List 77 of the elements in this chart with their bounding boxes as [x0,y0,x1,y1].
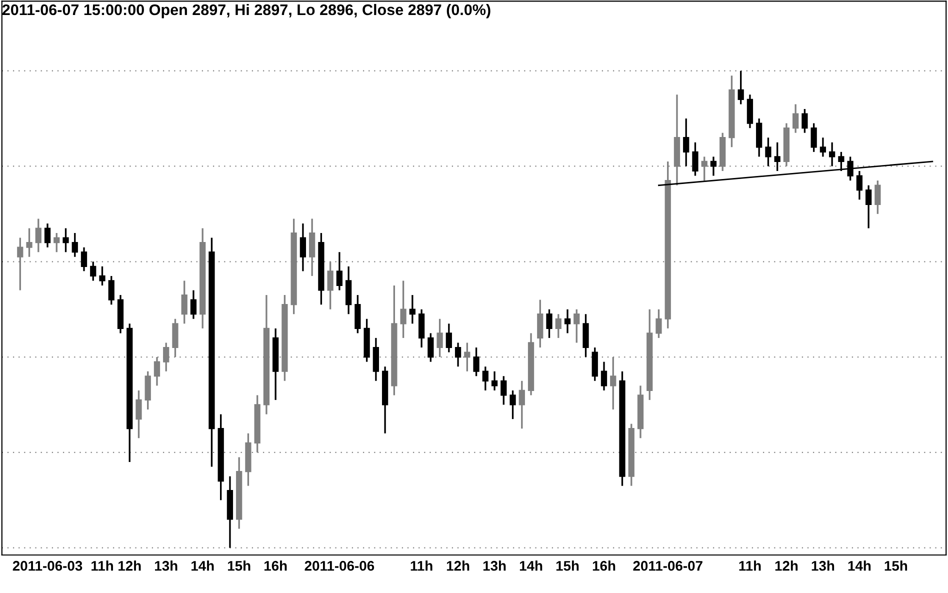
candlestick [856,170,862,200]
candlestick [683,118,690,168]
candlestick [35,218,42,253]
candlestick [473,346,480,377]
candlestick [136,390,142,439]
candlestick [500,375,507,406]
x-tick-label: 14h [848,560,871,571]
candlestick [829,142,836,168]
candlestick [600,360,608,392]
x-tick-label: 16h [592,560,616,571]
candlestick [336,251,343,292]
candlestick [80,246,88,272]
candlestick [802,108,808,134]
candlestick [54,232,60,253]
candlestick [774,142,780,172]
candlestick [765,136,772,168]
x-tick-label: 11h [92,560,113,571]
x-tick-label: 13h [812,560,834,571]
x-tick-label: 12h [446,560,470,571]
candlestick [409,294,416,324]
candlestick [300,222,306,272]
candlestick [792,103,799,134]
x-tick-label: 2011-06-07 [633,560,702,571]
x-tick-label: 13h [483,560,506,571]
candlestick [90,260,96,282]
candlestick [820,136,826,158]
candlestick [482,366,488,392]
x-tick-label: 12h [118,560,141,571]
candlestick [144,370,151,410]
candlestick [582,313,589,358]
candlestick [446,322,452,354]
candlestick [746,94,754,129]
candlestick [372,337,379,382]
candlestick [354,294,361,334]
x-tick-label: 2011-06-03 [12,560,82,571]
candlestick [491,370,498,392]
candlestick [26,227,32,258]
candlestick [564,308,571,334]
candlestick [428,332,434,363]
candlestick [346,266,352,315]
candlestick [537,298,544,348]
x-tick-label: 11h [410,560,432,571]
x-tick-label: 14h [192,560,214,571]
x-tick-label: 12h [775,560,798,571]
candlestick [874,180,881,215]
candlestick [656,308,662,339]
candlestick [518,380,525,430]
candlestick [44,222,51,248]
candlestick [574,308,580,344]
x-tick-label: 15h [556,560,579,571]
x-tick-label: 15h [228,560,250,571]
candlestick [756,118,762,158]
candlestick [555,313,562,339]
x-tick-label: 13h [155,560,178,571]
candlestick [865,184,872,230]
candlestick [108,275,114,306]
x-tick-label: 14h [520,560,542,571]
candlestick [592,346,598,382]
candlestick [62,227,69,253]
candlestick [454,342,462,368]
candlestick [810,122,817,153]
candlestick [710,156,717,177]
x-tick-label: 2011-06-06 [304,560,374,571]
x-tick-label: 16h [264,560,287,571]
x-tick-label: 15h [884,560,908,571]
candlestick [181,280,188,324]
candlestick [72,232,78,258]
candlestick [190,289,197,320]
candlestick [99,266,106,286]
candlestick [418,308,425,348]
candlestick [738,70,744,106]
x-tick-label: 11h [739,560,761,571]
chart-title: 2011-06-07 15:00:00 Open 2897, Hi 2897, Lo 2896, Close 2897 (0.0%) [2,4,490,18]
candlestick [400,280,406,339]
candlestick [692,142,698,177]
candlestick [546,308,552,339]
candlestick [510,390,516,420]
